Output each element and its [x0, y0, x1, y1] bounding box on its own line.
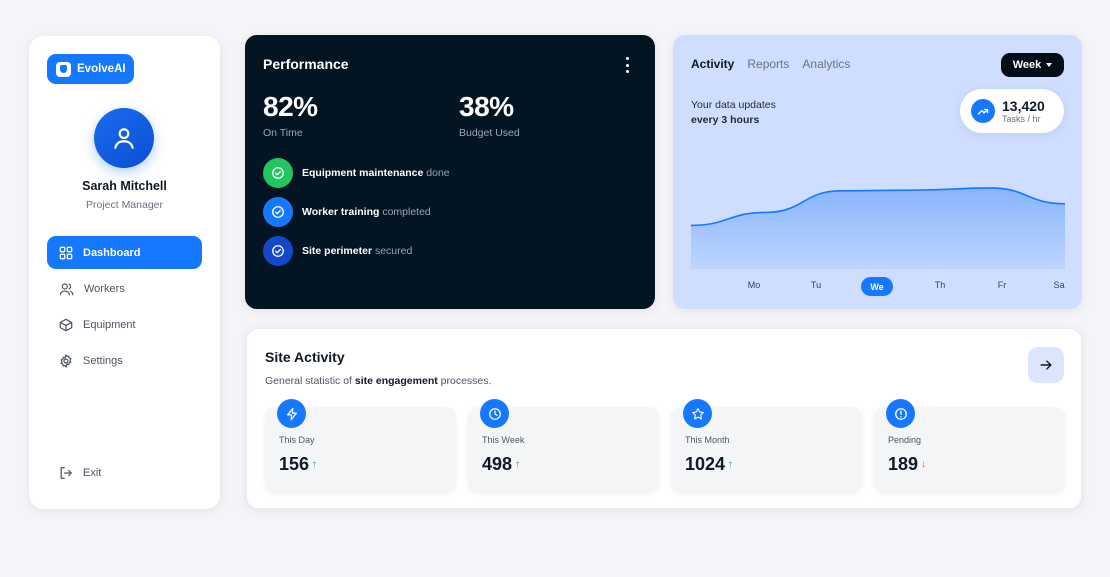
dashboard-icon — [59, 246, 73, 259]
sidebar-item-label: Equipment — [83, 318, 136, 331]
chart-area-fill — [691, 187, 1065, 269]
trending-up-icon — [971, 99, 995, 123]
avatar[interactable] — [94, 108, 154, 168]
stat-number: 189 — [888, 454, 919, 474]
task-title: Equipment maintenance — [302, 167, 424, 179]
stat-number: 1024 — [685, 454, 726, 474]
tab-activity[interactable]: Activity — [691, 57, 735, 71]
stat-label: This Week — [482, 435, 525, 445]
sidebar-item-label: Settings — [83, 354, 123, 367]
tasks-value: 13,420 — [1002, 98, 1045, 114]
budget-used-value: 38% — [459, 91, 514, 122]
trend-up-icon: ↑ — [515, 459, 521, 470]
users-icon — [59, 282, 74, 295]
sidebar-item-dashboard[interactable]: Dashboard — [47, 236, 202, 269]
chart-line — [691, 187, 1065, 227]
day-label-sa[interactable]: Sa — [1053, 280, 1065, 290]
stat-value: 498 ↑ — [482, 454, 520, 475]
user-icon — [114, 128, 134, 149]
day-label-th[interactable]: Th — [934, 280, 946, 290]
stat-label: This Month — [685, 435, 730, 445]
task-item-training: Worker training completed — [263, 197, 431, 227]
caret-down-icon — [1046, 63, 1053, 67]
user-name: Sarah Mitchell — [82, 179, 167, 193]
open-site-activity-button[interactable] — [1028, 347, 1064, 383]
check-circle-icon — [263, 197, 293, 227]
sidebar-item-label: Workers — [84, 282, 125, 295]
brand-name: EvolveAI — [77, 63, 126, 75]
sidebar-item-label: Dashboard — [83, 246, 141, 259]
check-circle-icon — [263, 158, 293, 188]
stat-label: Pending — [888, 435, 922, 445]
stat-card-this-month[interactable]: This Month 1024 ↑ — [671, 399, 862, 492]
check-circle-icon — [263, 236, 293, 266]
sidebar-item-equipment[interactable]: Equipment — [47, 308, 202, 341]
more-options-icon[interactable] — [621, 57, 633, 73]
stat-card-this-day[interactable]: This Day 156 ↑ — [265, 399, 456, 492]
activity-card: Activity Reports Analytics Week Your dat… — [673, 35, 1082, 309]
activity-tabs: Activity Reports Analytics — [691, 57, 850, 71]
subtitle-suffix: processes. — [440, 375, 492, 387]
task-status: secured — [374, 245, 413, 257]
site-activity-card: Site Activity General statistic of site … — [246, 328, 1082, 509]
trend-up-icon: ↑ — [728, 459, 734, 470]
gear-icon — [60, 353, 72, 368]
stat-card-this-week[interactable]: This Week 498 ↑ — [468, 399, 659, 492]
exit-button[interactable]: Exit — [59, 466, 101, 480]
sidebar-item-settings[interactable]: Settings — [47, 344, 202, 377]
sidebar-item-workers[interactable]: Workers — [47, 272, 202, 305]
day-label-fr[interactable]: Fr — [997, 280, 1007, 290]
on-time-value: 82% — [263, 91, 318, 122]
performance-title: Performance — [263, 56, 349, 72]
arrow-right-icon — [1040, 360, 1052, 370]
stat-number: 498 — [482, 454, 513, 474]
sidebar-nav: Dashboard Workers Equipment Settings — [47, 236, 202, 380]
box-icon — [59, 318, 73, 331]
update-info: Your data updates every 3 hours — [691, 98, 776, 128]
stat-number: 156 — [279, 454, 310, 474]
star-icon — [683, 399, 712, 428]
stat-value: 156 ↑ — [279, 454, 317, 475]
stat-value: 1024 ↑ — [685, 454, 733, 475]
sidebar: EvolveAI Sarah Mitchell Project Manager … — [29, 36, 220, 509]
budget-used-label: Budget Used — [459, 127, 520, 139]
stat-card-pending[interactable]: Pending 189 ↓ — [874, 399, 1065, 492]
range-label: Week — [1012, 59, 1042, 71]
trend-down-icon: ↓ — [921, 459, 927, 470]
user-role: Project Manager — [85, 199, 164, 211]
site-activity-subtitle: General statistic of site engagement pro… — [265, 375, 491, 387]
logout-icon — [60, 467, 72, 479]
range-dropdown[interactable]: Week — [1001, 53, 1064, 77]
tab-analytics[interactable]: Analytics — [802, 57, 851, 71]
site-activity-title: Site Activity — [265, 349, 345, 365]
subtitle-prefix: General statistic of — [265, 375, 352, 387]
performance-card: Performance 82% On Time 38% Budget Used … — [245, 35, 655, 309]
task-item-equipment: Equipment maintenance done — [263, 158, 450, 188]
stat-value: 189 ↓ — [888, 454, 926, 475]
update-text: Your data updates — [691, 99, 776, 111]
update-frequency: every 3 hours — [691, 114, 760, 126]
clock-icon — [480, 399, 509, 428]
day-label-tu[interactable]: Tu — [810, 280, 822, 290]
trend-up-icon: ↑ — [312, 459, 318, 470]
task-status: completed — [382, 206, 431, 218]
exit-label: Exit — [83, 467, 102, 479]
bolt-icon — [277, 399, 306, 428]
task-status: done — [426, 167, 450, 179]
day-label-we[interactable]: We — [861, 277, 893, 296]
subtitle-strong: site engagement — [354, 375, 438, 387]
brand-logo-icon — [56, 61, 71, 77]
stat-label: This Day — [279, 435, 315, 445]
task-item-perimeter: Site perimeter secured — [263, 236, 412, 266]
brand-badge[interactable]: EvolveAI — [47, 54, 134, 84]
tab-reports[interactable]: Reports — [747, 57, 790, 71]
day-label-mo[interactable]: Mo — [747, 280, 761, 290]
tasks-unit: Tasks / hr — [1002, 114, 1041, 124]
activity-area-chart — [691, 187, 1065, 269]
on-time-label: On Time — [263, 127, 303, 139]
tasks-rate-badge: 13,420 Tasks / hr — [960, 89, 1064, 133]
task-title: Site perimeter — [302, 245, 373, 257]
alert-icon — [886, 399, 915, 428]
task-title: Worker training — [302, 206, 380, 218]
